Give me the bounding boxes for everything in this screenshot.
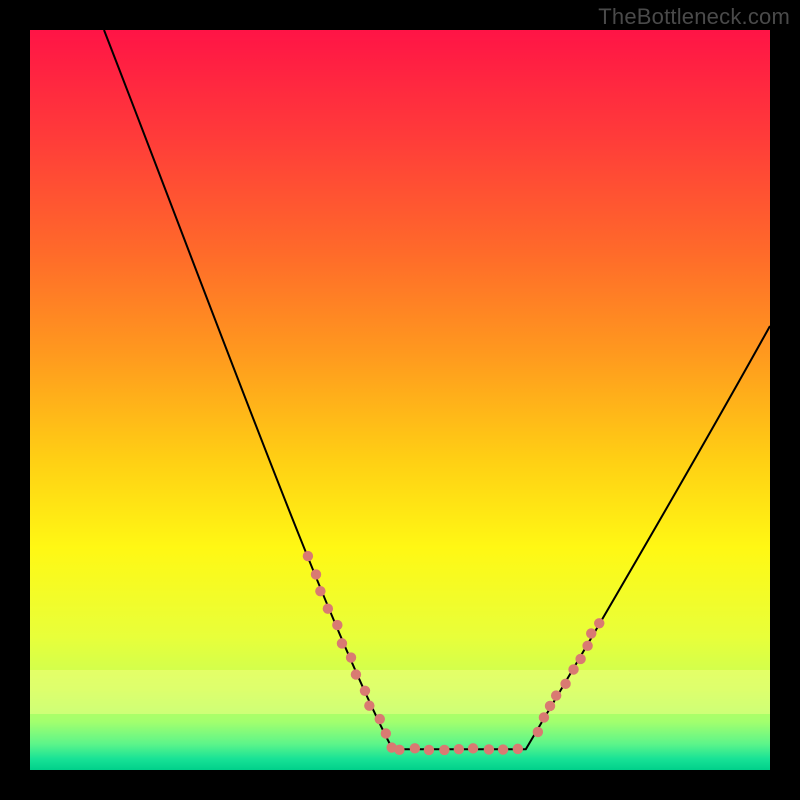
marker-valley xyxy=(484,744,494,754)
highlight-band xyxy=(30,670,770,714)
marker-valley xyxy=(439,745,449,755)
marker-right xyxy=(575,654,585,664)
marker-valley xyxy=(498,744,508,754)
marker-valley xyxy=(454,744,464,754)
marker-left xyxy=(346,652,356,662)
marker-left xyxy=(311,569,321,579)
gradient-background xyxy=(30,30,770,770)
marker-right xyxy=(539,712,549,722)
marker-valley xyxy=(394,745,404,755)
marker-left xyxy=(315,586,325,596)
marker-right xyxy=(594,618,604,628)
marker-left xyxy=(360,686,370,696)
marker-right xyxy=(533,727,543,737)
marker-left xyxy=(381,728,391,738)
chart-root: TheBottleneck.com xyxy=(0,0,800,800)
marker-left xyxy=(364,700,374,710)
marker-valley xyxy=(410,743,420,753)
marker-valley xyxy=(424,745,434,755)
marker-valley xyxy=(468,743,478,753)
marker-left xyxy=(323,604,333,614)
marker-left xyxy=(337,638,347,648)
marker-right xyxy=(545,701,555,711)
marker-valley xyxy=(513,744,523,754)
marker-right xyxy=(568,664,578,674)
marker-left xyxy=(332,620,342,630)
marker-left xyxy=(375,714,385,724)
chart-svg xyxy=(0,0,800,800)
marker-right xyxy=(586,628,596,638)
marker-left xyxy=(351,669,361,679)
marker-left xyxy=(303,551,313,561)
marker-right xyxy=(560,679,570,689)
marker-right xyxy=(582,641,592,651)
marker-right xyxy=(551,690,561,700)
